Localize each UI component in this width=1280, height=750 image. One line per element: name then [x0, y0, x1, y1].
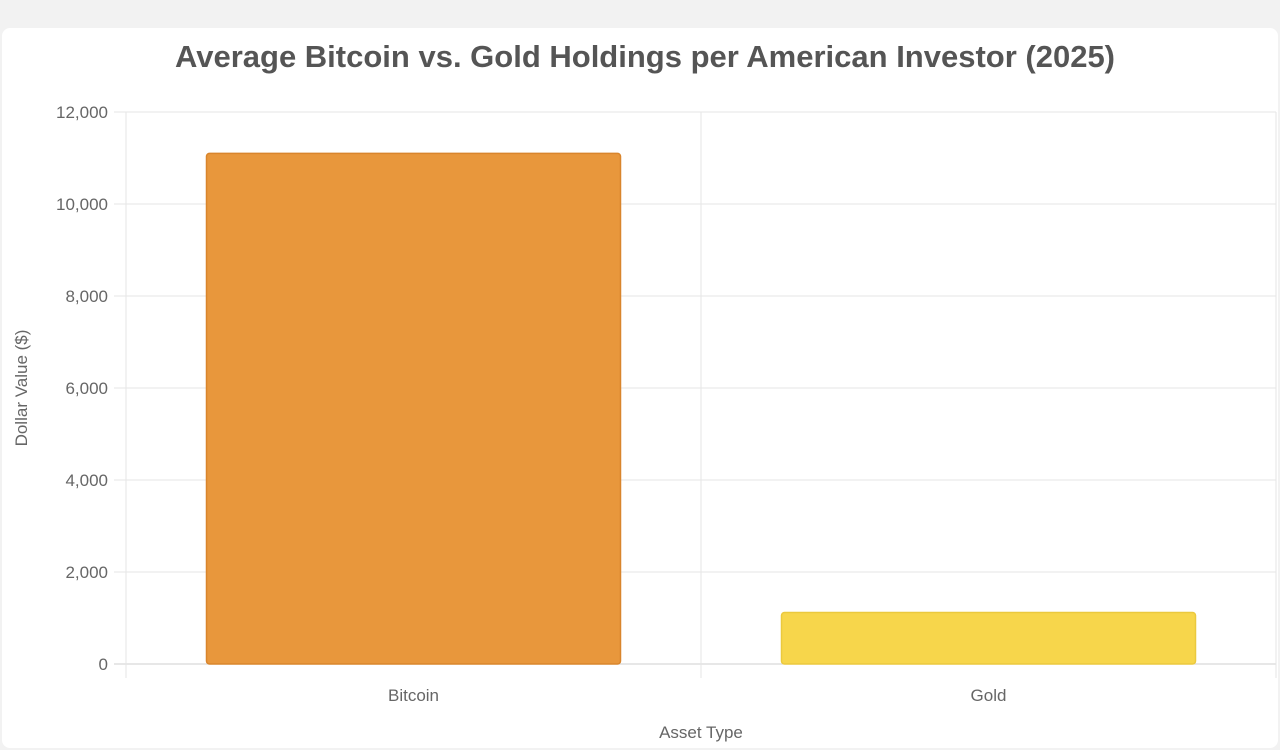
bar-gold [780, 611, 1197, 665]
y-tick-label: 12,000 [56, 103, 108, 122]
bar-bitcoin [205, 152, 622, 665]
y-tick-label: 0 [99, 655, 108, 674]
y-tick-label: 8,000 [65, 287, 108, 306]
x-tick-label: Bitcoin [388, 686, 439, 705]
y-tick-label: 10,000 [56, 195, 108, 214]
axes: 0 2,000 4,000 6,000 8,000 10,000 12,000 Bitcoin… [56, 103, 1006, 705]
y-tick-label: 4,000 [65, 471, 108, 490]
chart-title: Average Bitcoin vs. Gold Holdings per Am… [174, 39, 1116, 74]
x-axis-title: Asset Type [659, 723, 743, 742]
y-tick-label: 6,000 [65, 379, 108, 398]
y-tick-label: 2,000 [65, 563, 108, 582]
x-tick-label: Gold [971, 686, 1007, 705]
y-axis-title: Dollar Value ($) [12, 330, 31, 447]
bars [205, 152, 1197, 665]
